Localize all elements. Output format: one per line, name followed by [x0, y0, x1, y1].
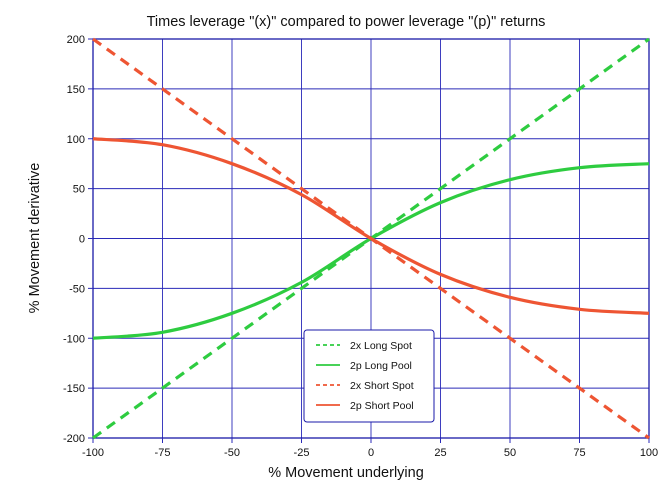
y-tick-label: 50 [73, 184, 85, 196]
x-axis-label: % Movement underlying [268, 465, 424, 481]
x-tick-label: -100 [82, 447, 104, 459]
series-lines [92, 37, 650, 440]
legend-entry-label: 2x Short Spot [350, 380, 414, 392]
legend-box [303, 329, 435, 423]
series-line-3 [92, 137, 650, 315]
x-tick-label: -50 [224, 447, 240, 459]
y-tick-label: -100 [63, 333, 85, 345]
x-tick-label: -25 [294, 447, 310, 459]
y-tick-label: 100 [67, 134, 85, 146]
legend-entry-label: 2p Short Pool [350, 400, 414, 412]
x-tick-label: 25 [434, 447, 446, 459]
y-tick-label: 150 [67, 84, 85, 96]
x-tick-label: 100 [640, 447, 658, 459]
y-tick-label: -150 [63, 383, 85, 395]
legend: 2x Long Spot 2p Long Pool 2x Short Spot 2p … [303, 329, 435, 423]
y-tick-label: 200 [67, 34, 85, 46]
legend-entry-label: 2x Long Spot [350, 340, 412, 352]
x-tick-label: 0 [368, 447, 374, 459]
x-tick-label: 75 [573, 447, 585, 459]
x-tick-label: 50 [504, 447, 516, 459]
y-tick-label: -200 [63, 433, 85, 445]
x-axis-ticks: -100 -75 -50 -25 0 25 50 75 100 [82, 438, 658, 459]
y-tick-label: 0 [79, 234, 85, 246]
y-axis-label: % Movement derivative [27, 163, 43, 314]
y-tick-label: -50 [69, 283, 85, 295]
legend-entry-label: 2p Long Pool [350, 360, 412, 372]
chart-title: Times leverage "(x)" compared to power l… [147, 14, 546, 30]
x-tick-label: -75 [155, 447, 171, 459]
y-axis-ticks: 200 150 100 50 0 -50 -100 -150 -200 [63, 34, 93, 445]
